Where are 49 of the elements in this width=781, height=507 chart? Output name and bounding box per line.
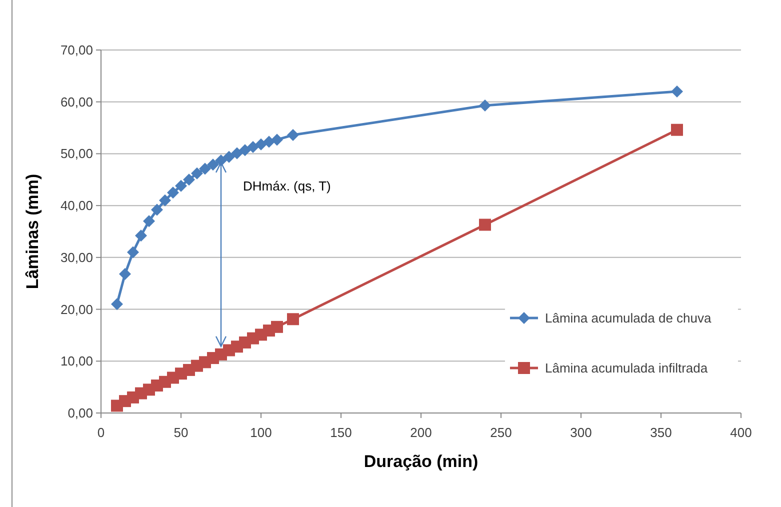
point bbox=[263, 136, 275, 148]
point bbox=[247, 140, 259, 153]
point bbox=[671, 85, 683, 98]
y-axis-title: Lâminas (mm) bbox=[23, 174, 42, 290]
point bbox=[143, 215, 155, 228]
y-tick-label: 50,00 bbox=[60, 146, 93, 162]
point bbox=[127, 246, 139, 258]
point bbox=[167, 186, 179, 199]
point bbox=[671, 124, 683, 136]
x-tick-label: 400 bbox=[730, 425, 752, 440]
x-tick-label: 50 bbox=[174, 425, 188, 440]
point bbox=[159, 194, 171, 206]
x-tick-label: 350 bbox=[650, 425, 672, 440]
y-tick-label: 10,00 bbox=[60, 354, 93, 369]
point bbox=[135, 230, 147, 242]
y-tick-label: 60,00 bbox=[60, 94, 93, 110]
point bbox=[271, 134, 283, 146]
legend-label: Lâmina acumulada infiltrada bbox=[545, 360, 708, 376]
y-tick-label: 70,00 bbox=[60, 42, 93, 58]
x-tick-label: 150 bbox=[330, 425, 352, 440]
point bbox=[151, 204, 163, 216]
x-tick-label: 0 bbox=[97, 425, 105, 440]
y-tick-label: 20,00 bbox=[60, 302, 93, 317]
point bbox=[255, 138, 267, 150]
point bbox=[199, 162, 211, 175]
x-tick-label: 200 bbox=[410, 425, 432, 440]
x-tick-label: 300 bbox=[570, 425, 592, 440]
point bbox=[175, 180, 187, 192]
point bbox=[111, 298, 123, 310]
annotation: DHmáx. (qs, T) bbox=[243, 178, 331, 194]
x-tick-label: 100 bbox=[250, 425, 272, 440]
point bbox=[271, 320, 283, 333]
point bbox=[479, 218, 491, 231]
point bbox=[191, 167, 203, 180]
y-tick-label: 40,00 bbox=[60, 198, 93, 214]
y-tick-label: 0,00 bbox=[68, 406, 93, 420]
point bbox=[119, 268, 131, 280]
point bbox=[223, 150, 235, 163]
point bbox=[239, 144, 251, 156]
x-tick-label: 250 bbox=[490, 425, 512, 440]
y-tick-label: 30,00 bbox=[60, 250, 93, 265]
point bbox=[231, 147, 243, 160]
legend-label: Lâmina acumulada de chuva bbox=[545, 310, 712, 326]
point bbox=[207, 158, 219, 171]
x-axis-title: Duração (min) bbox=[364, 452, 478, 471]
point bbox=[287, 313, 299, 326]
point bbox=[183, 174, 195, 186]
point bbox=[479, 99, 491, 112]
point bbox=[287, 129, 299, 142]
